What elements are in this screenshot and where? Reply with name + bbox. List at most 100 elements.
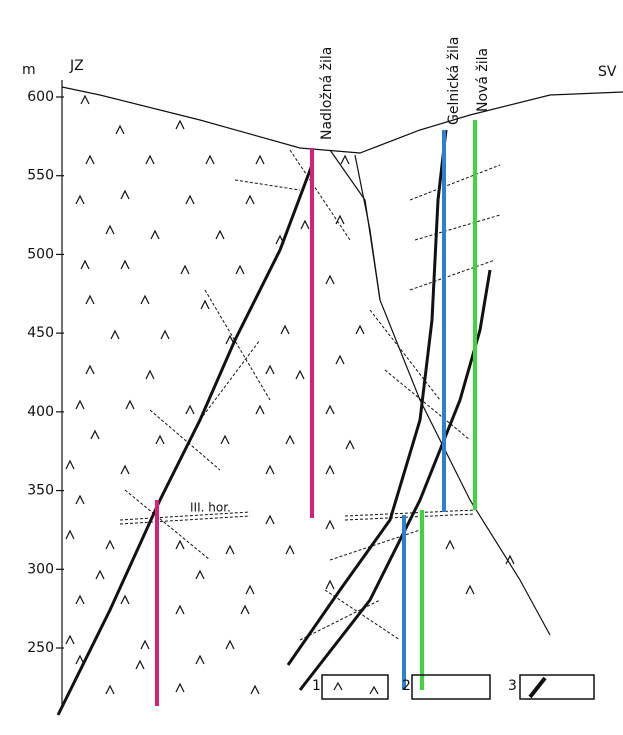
- y-tick-label: 300: [27, 561, 54, 577]
- rock-symbol: [226, 336, 234, 344]
- y-tick-label: 250: [27, 640, 54, 656]
- rock-symbol: [266, 466, 274, 474]
- direction-label: JZ: [69, 58, 84, 74]
- geology: [58, 80, 623, 715]
- rock-symbol: [216, 231, 224, 239]
- rock-symbol: [221, 436, 229, 444]
- rock-symbol: [81, 96, 89, 104]
- rock-symbol: [141, 296, 149, 304]
- y-axis: 600 550 500 450 400 350 300 250: [27, 89, 64, 656]
- y-tick-label: 350: [27, 483, 54, 499]
- rock-symbol: [116, 126, 124, 134]
- y-tick-label: 400: [27, 404, 54, 420]
- rock-symbol: [226, 641, 234, 649]
- rock-symbol: [121, 191, 129, 199]
- rock-symbol: [76, 656, 84, 664]
- rock-symbol: [126, 401, 134, 409]
- rock-symbol: [301, 221, 309, 229]
- rock-symbol: [106, 226, 114, 234]
- level-label: III. hor.: [190, 501, 231, 515]
- rock-symbol: [326, 406, 334, 414]
- rock-symbol: [266, 516, 274, 524]
- rock-symbol: [146, 156, 154, 164]
- vein-label: Gelnická žila: [446, 37, 462, 125]
- rock-symbol: [326, 276, 334, 284]
- rock-symbol: [186, 196, 194, 204]
- rock-symbol: [176, 684, 184, 692]
- rock-symbol: [76, 401, 84, 409]
- rock-symbol: [246, 196, 254, 204]
- rock-symbol: [66, 636, 74, 644]
- legend-label: 3: [508, 678, 517, 694]
- cross-section: 600 550 500 450 400 350 300 250 m JZ SV Nadložn…: [0, 0, 623, 731]
- direction-label: SV: [598, 64, 617, 80]
- rock-symbol: [286, 546, 294, 554]
- rock-symbol: [151, 231, 159, 239]
- y-tick-label: 500: [27, 246, 54, 262]
- rock-symbol: [86, 366, 94, 374]
- rock-symbol: [251, 686, 259, 694]
- rock-symbol: [266, 366, 274, 374]
- rock-symbol: [121, 261, 129, 269]
- rock-symbol: [326, 521, 334, 529]
- rock-symbol: [86, 296, 94, 304]
- rock-symbol: [326, 466, 334, 474]
- axis-unit: m: [22, 62, 36, 78]
- rock-symbol: [341, 156, 349, 164]
- rock-symbol: [256, 406, 264, 414]
- rock-symbol: [246, 586, 254, 594]
- rock-symbol: [66, 461, 74, 469]
- rock-symbol: [466, 586, 474, 594]
- rock-symbol: [296, 371, 304, 379]
- rock-symbol: [181, 266, 189, 274]
- rock-symbol: [76, 596, 84, 604]
- rock-symbol: [66, 531, 74, 539]
- y-tick-label: 600: [27, 89, 54, 105]
- legend-label: 2: [402, 678, 411, 694]
- rock-symbol: [326, 581, 334, 589]
- rock-symbol: [206, 156, 214, 164]
- rock-symbol: [186, 406, 194, 414]
- rock-symbol: [136, 661, 144, 669]
- rock-symbol: [196, 656, 204, 664]
- vein-label: Nová žila: [475, 48, 491, 112]
- sampling-lines: [157, 120, 475, 706]
- rock-symbol: [111, 331, 119, 339]
- rock-symbol: [281, 326, 289, 334]
- rock-symbol: [226, 546, 234, 554]
- rock-symbol: [241, 606, 249, 614]
- rock-symbol: [356, 326, 364, 334]
- y-tick-label: 450: [27, 325, 54, 341]
- rock-symbol: [286, 436, 294, 444]
- rock-symbol: [196, 571, 204, 579]
- rock-symbol: [121, 466, 129, 474]
- rock-symbol: [176, 541, 184, 549]
- rock-symbol: [256, 156, 264, 164]
- legend-label: 1: [312, 678, 321, 694]
- rock-symbol: [176, 121, 184, 129]
- rock-symbol: [156, 436, 164, 444]
- rock-symbol: [96, 571, 104, 579]
- rock-symbol: [141, 641, 149, 649]
- rock-symbol: [336, 216, 344, 224]
- rock-symbol: [336, 356, 344, 364]
- y-tick-label: 550: [27, 168, 54, 184]
- rock-symbol: [81, 261, 89, 269]
- rock-symbol: [161, 331, 169, 339]
- vein-label: Nadložná žila: [319, 47, 335, 140]
- rock-symbol: [146, 371, 154, 379]
- rock-symbol: [86, 156, 94, 164]
- rock-symbol: [76, 196, 84, 204]
- rock-symbol: [106, 541, 114, 549]
- legend: 1 2 3: [312, 675, 594, 699]
- rock-symbol: [76, 496, 84, 504]
- rock-symbol: [176, 606, 184, 614]
- rock-symbol: [121, 596, 129, 604]
- rock-pattern: [66, 96, 514, 694]
- rock-symbol: [446, 541, 454, 549]
- rock-symbol: [91, 431, 99, 439]
- rock-symbol: [106, 686, 114, 694]
- rock-symbol: [236, 266, 244, 274]
- rock-symbol: [201, 301, 209, 309]
- rock-symbol: [346, 441, 354, 449]
